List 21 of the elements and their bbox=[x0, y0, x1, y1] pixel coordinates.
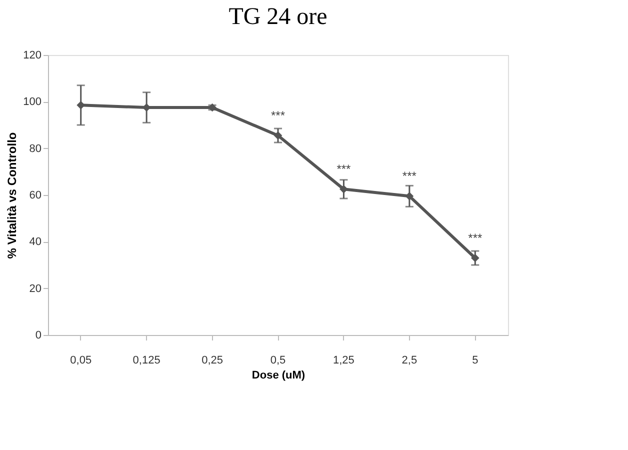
x-tick-label: 0,05 bbox=[70, 354, 92, 366]
x-tick-label: 0,5 bbox=[270, 354, 286, 366]
x-axis-title: Dose (uM) bbox=[252, 370, 306, 382]
annotation: *** bbox=[468, 231, 482, 245]
annotation: *** bbox=[270, 108, 286, 122]
x-tick-label: 0,125 bbox=[132, 354, 160, 366]
y-tick-label: 60 bbox=[29, 190, 42, 202]
y-tick-label: 100 bbox=[23, 96, 42, 108]
y-tick-label: 80 bbox=[29, 142, 42, 155]
chart-title: TG 24 ore bbox=[228, 4, 328, 30]
x-tick-label: 0,25 bbox=[202, 354, 223, 366]
x-tick-label: 5 bbox=[472, 354, 478, 366]
annotation: *** bbox=[402, 169, 417, 184]
x-tick-label: 1,25 bbox=[333, 354, 354, 366]
x-tick-label: 2,5 bbox=[402, 354, 418, 366]
y-tick-label: 0 bbox=[35, 330, 42, 342]
y-tick-label: 120 bbox=[23, 50, 42, 62]
y-axis-title: % Vitalità vs Controllo bbox=[5, 132, 20, 259]
y-tick-label: 40 bbox=[29, 236, 42, 248]
y-tick-label: 20 bbox=[29, 282, 42, 295]
annotation: *** bbox=[336, 162, 352, 176]
